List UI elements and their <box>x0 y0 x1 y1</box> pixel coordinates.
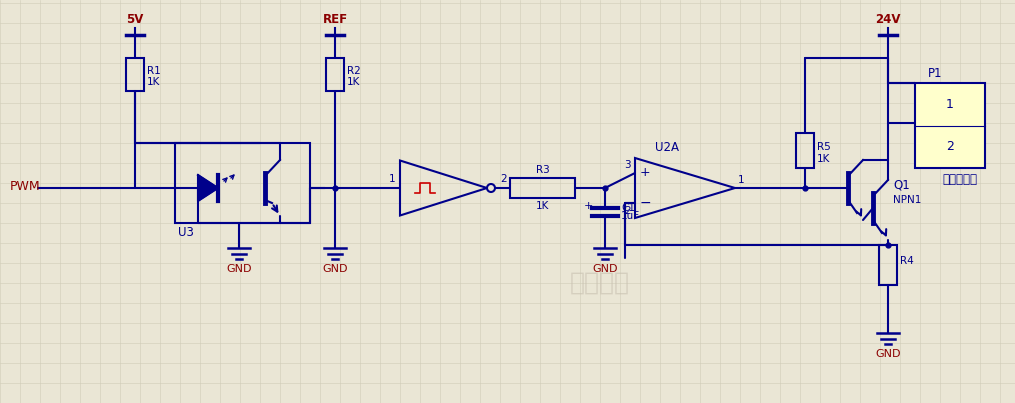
Bar <box>510 178 576 198</box>
Text: 1K: 1K <box>147 77 160 87</box>
Text: R5: R5 <box>817 141 830 152</box>
Text: 磁粉制动器: 磁粉制动器 <box>943 173 977 186</box>
Text: Q1: Q1 <box>893 179 909 191</box>
Text: −: − <box>639 196 651 210</box>
Text: 24V: 24V <box>875 13 900 26</box>
Text: +: + <box>639 166 651 179</box>
Text: GND: GND <box>322 264 348 274</box>
Text: GND: GND <box>592 264 618 274</box>
Text: 5V: 5V <box>126 13 144 26</box>
Text: 2: 2 <box>946 140 954 153</box>
Bar <box>879 245 897 285</box>
Text: 电子懒人: 电子懒人 <box>570 271 630 295</box>
Polygon shape <box>198 175 218 201</box>
Bar <box>326 58 344 91</box>
Text: U3: U3 <box>178 226 194 239</box>
Text: GND: GND <box>226 264 252 274</box>
Text: 1: 1 <box>946 98 954 111</box>
Text: P1: P1 <box>928 67 942 80</box>
Text: 2: 2 <box>500 174 506 184</box>
Text: 1K: 1K <box>536 201 549 211</box>
Bar <box>175 143 310 223</box>
Text: C1: C1 <box>621 203 635 213</box>
Bar <box>915 83 985 168</box>
Text: R1: R1 <box>147 66 160 75</box>
Text: REF: REF <box>323 13 347 26</box>
Bar <box>796 133 814 168</box>
Text: 1: 1 <box>389 174 395 184</box>
Bar <box>126 58 144 91</box>
Text: 1: 1 <box>738 175 745 185</box>
Text: R3: R3 <box>536 165 549 175</box>
Text: 3: 3 <box>624 160 631 170</box>
Text: 1K: 1K <box>817 154 830 164</box>
Text: PWM: PWM <box>10 179 41 193</box>
Text: GND: GND <box>875 349 900 359</box>
Text: 1K: 1K <box>347 77 360 87</box>
Text: U2A: U2A <box>655 141 679 154</box>
Text: 1uF: 1uF <box>621 211 640 221</box>
Text: 2: 2 <box>624 206 631 216</box>
Text: R2: R2 <box>347 66 360 75</box>
Text: R4: R4 <box>900 256 914 266</box>
Text: +: + <box>584 201 593 211</box>
Text: NPN1: NPN1 <box>893 195 922 205</box>
